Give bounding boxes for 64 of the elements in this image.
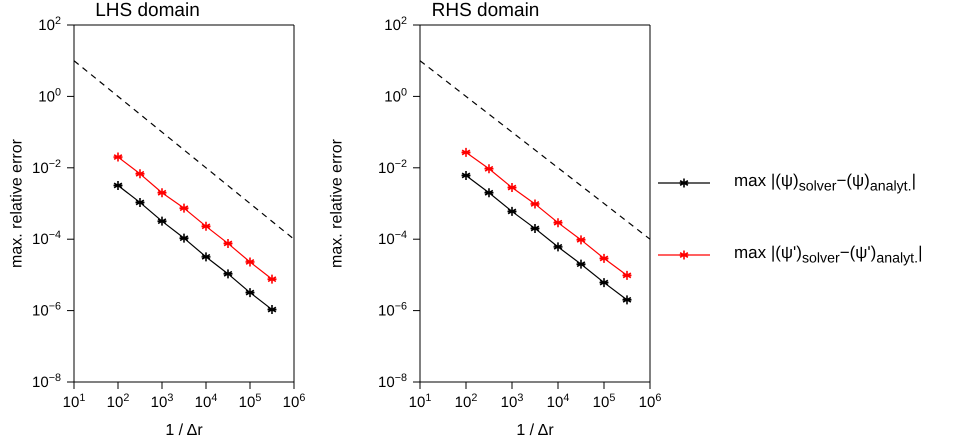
y-tick-label: 10$^{−8}$ — [378, 372, 407, 391]
x-tick-label: 10$^{3}$ — [150, 392, 174, 411]
point — [552, 242, 564, 252]
point — [506, 206, 518, 217]
point — [222, 238, 234, 249]
point — [156, 216, 168, 226]
x-tick-label: 10$^{6}$ — [638, 392, 662, 411]
point — [530, 223, 540, 234]
point — [460, 170, 472, 181]
x-tick-label: 10$^{1}$ — [62, 392, 86, 411]
point — [200, 220, 212, 232]
point — [134, 197, 146, 208]
point — [576, 234, 586, 246]
x-tick-label: 10$^{4}$ — [546, 392, 570, 411]
chart-title: LHS domain — [95, 0, 200, 21]
point — [178, 202, 190, 214]
y-tick-label: 10$^{−6}$ — [378, 300, 407, 320]
point — [460, 147, 472, 158]
point — [134, 168, 146, 180]
x-axis-title: 1 / Δr — [165, 422, 204, 437]
point — [598, 253, 610, 264]
legend-label: max |(ψ')$_{solver}$−(ψ')$_{analyt.}$| — [734, 242, 922, 266]
y-tick-label: 10$^{0}$ — [384, 86, 407, 106]
y-axis-title: max. relative error — [328, 138, 346, 268]
x-axis-title: 1 / Δr — [516, 422, 554, 437]
point — [576, 258, 586, 270]
point — [266, 274, 278, 284]
chart-title: RHS domain — [432, 0, 540, 21]
point — [222, 268, 234, 280]
x-tick-label: 10$^{4}$ — [194, 392, 218, 411]
point — [552, 217, 564, 228]
point — [598, 277, 610, 288]
y-tick-label: 10$^{−2}$ — [378, 158, 407, 177]
x-tick-label: 10$^{5}$ — [592, 392, 616, 411]
y-axis-title: max. relative error — [8, 138, 26, 268]
y-tick-label: 10$^{−4}$ — [32, 229, 61, 248]
x-tick-label: 10$^{3}$ — [500, 392, 524, 411]
x-tick-label: 10$^{2}$ — [454, 392, 478, 411]
point — [112, 152, 124, 162]
x-tick-label: 10$^{1}$ — [408, 392, 432, 411]
point — [156, 187, 168, 198]
y-tick-label: 10$^{−4}$ — [378, 229, 407, 248]
y-tick-label: 10$^{2}$ — [38, 15, 61, 34]
point — [266, 304, 278, 315]
y-tick-label: 10$^{2}$ — [384, 15, 407, 34]
point — [622, 294, 632, 306]
legend-label: max |(ψ)$_{solver}$−(ψ)$_{analyt.}$| — [734, 170, 916, 194]
y-tick-label: 10$^{−8}$ — [32, 372, 61, 391]
point — [530, 198, 540, 210]
point — [506, 182, 518, 193]
x-tick-label: 10$^{2}$ — [106, 392, 130, 411]
y-tick-label: 10$^{0}$ — [38, 86, 61, 106]
point — [244, 287, 256, 298]
point — [200, 252, 212, 262]
point — [112, 180, 124, 191]
y-tick-label: 10$^{−2}$ — [32, 158, 61, 177]
point — [178, 232, 190, 244]
point — [484, 163, 494, 174]
x-tick-label: 10$^{5}$ — [238, 392, 262, 411]
point — [622, 270, 632, 281]
x-tick-label: 10$^{6}$ — [282, 392, 306, 411]
y-tick-label: 10$^{−6}$ — [32, 300, 61, 320]
point — [484, 187, 494, 198]
point — [244, 256, 256, 268]
